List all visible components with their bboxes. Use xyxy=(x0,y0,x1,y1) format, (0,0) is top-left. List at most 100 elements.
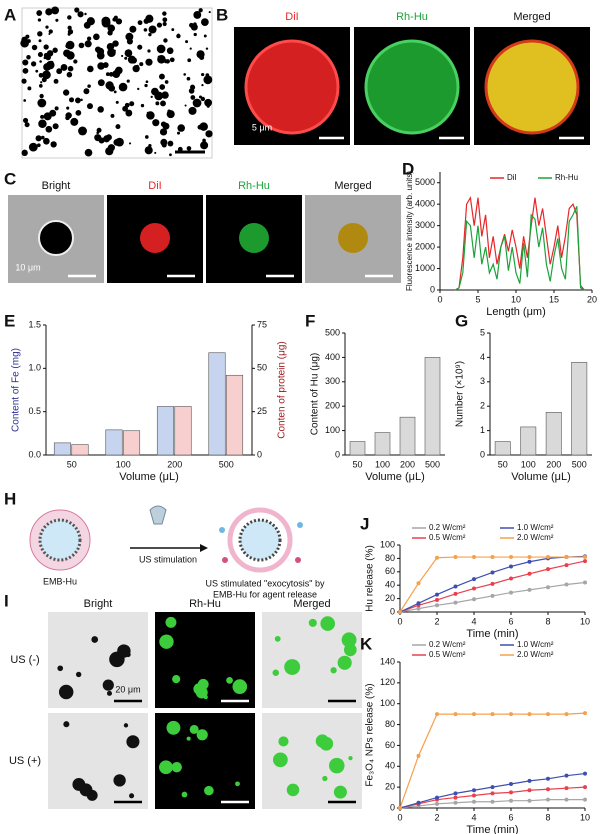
x-axis-label: Volume (μL) xyxy=(511,471,571,483)
particle xyxy=(96,127,102,133)
particle xyxy=(161,91,169,99)
point xyxy=(564,555,569,560)
point xyxy=(527,712,532,717)
particle xyxy=(204,98,213,107)
particle xyxy=(145,80,149,84)
particle xyxy=(67,29,74,35)
bar xyxy=(494,441,511,456)
particle xyxy=(93,33,100,41)
point xyxy=(472,712,476,717)
particle xyxy=(56,68,63,75)
bar xyxy=(520,426,537,456)
y-axis-label: Fe₃O₄ NPs release (%) xyxy=(365,683,376,786)
point xyxy=(435,597,439,602)
blob xyxy=(308,618,317,627)
particle xyxy=(84,40,92,48)
particle xyxy=(146,111,155,120)
particle xyxy=(157,55,160,58)
blob xyxy=(159,634,174,649)
particle xyxy=(202,138,206,143)
particle xyxy=(21,149,28,157)
blob xyxy=(286,783,300,797)
column-label: Bright xyxy=(84,598,113,610)
particle xyxy=(41,77,47,83)
y-tick-label: 1.5 xyxy=(28,319,41,329)
y-tick-label: 40 xyxy=(385,580,395,590)
particle xyxy=(96,51,105,60)
blob xyxy=(235,781,240,787)
particle xyxy=(124,56,128,60)
y-axis-label: Fluorescence intensity (arb. units) xyxy=(405,171,414,291)
image-label: Rh-Hu xyxy=(396,11,428,23)
blob xyxy=(341,632,357,648)
particle xyxy=(113,49,116,52)
particle xyxy=(46,50,54,57)
particle xyxy=(128,142,132,145)
point xyxy=(509,564,513,569)
particle xyxy=(45,125,53,133)
point xyxy=(527,778,532,783)
x-tick-label: 6 xyxy=(508,616,513,626)
particle xyxy=(115,100,119,104)
point xyxy=(472,788,476,793)
y-tick-label: 300 xyxy=(325,376,340,386)
particle xyxy=(45,25,49,29)
y-tick-label: 20 xyxy=(385,782,395,792)
particle xyxy=(148,25,157,34)
particle xyxy=(200,96,206,102)
y2-axis-label: Conten of protein (μg) xyxy=(277,341,288,438)
y-axis-label: Number (×10⁹) xyxy=(455,361,466,427)
particle xyxy=(105,72,110,77)
x-tick-label: 50 xyxy=(352,459,362,469)
blob xyxy=(278,736,289,747)
particle xyxy=(26,54,31,60)
point xyxy=(546,787,550,792)
y-tick-label: 0 xyxy=(390,802,395,812)
point xyxy=(490,791,495,796)
blob xyxy=(204,785,214,796)
blob xyxy=(159,760,173,775)
particle xyxy=(67,65,74,72)
particle xyxy=(208,10,211,14)
panel-letter: D xyxy=(402,159,414,178)
particle xyxy=(35,69,39,73)
particle xyxy=(53,78,59,84)
label: US stimulation xyxy=(139,554,197,564)
y-tick-label: 80 xyxy=(385,719,395,729)
cell xyxy=(38,220,74,256)
particle xyxy=(144,146,153,155)
blob xyxy=(58,684,74,700)
y-tick-label: 100 xyxy=(325,425,340,435)
particle xyxy=(86,36,92,41)
particle xyxy=(118,82,128,92)
point xyxy=(490,712,495,717)
particle xyxy=(107,30,113,36)
x-tick-label: 200 xyxy=(167,459,182,469)
blob xyxy=(72,778,86,791)
legend-label: DiI xyxy=(507,173,517,182)
point xyxy=(509,790,513,795)
panel-letter: K xyxy=(360,634,373,653)
y-tick-label: 0 xyxy=(335,449,340,459)
y-tick-label: 5000 xyxy=(415,177,435,187)
y-tick-label: 1.0 xyxy=(28,363,41,373)
blob xyxy=(117,644,131,658)
particle xyxy=(205,47,209,50)
point xyxy=(583,771,587,776)
particle xyxy=(190,95,196,100)
y2-tick-label: 0 xyxy=(257,449,262,459)
point xyxy=(564,712,569,717)
particle xyxy=(27,86,32,91)
blob xyxy=(196,729,208,741)
particle xyxy=(103,135,111,143)
blob xyxy=(114,776,121,783)
blob xyxy=(75,671,82,678)
particle xyxy=(201,83,204,87)
x-axis-label: Length (μm) xyxy=(486,306,546,318)
particle xyxy=(139,62,144,67)
bar xyxy=(122,430,141,456)
particle xyxy=(200,141,209,150)
particle xyxy=(67,15,72,20)
y-tick-label: 3000 xyxy=(415,220,435,230)
x-tick-label: 5 xyxy=(475,294,480,304)
